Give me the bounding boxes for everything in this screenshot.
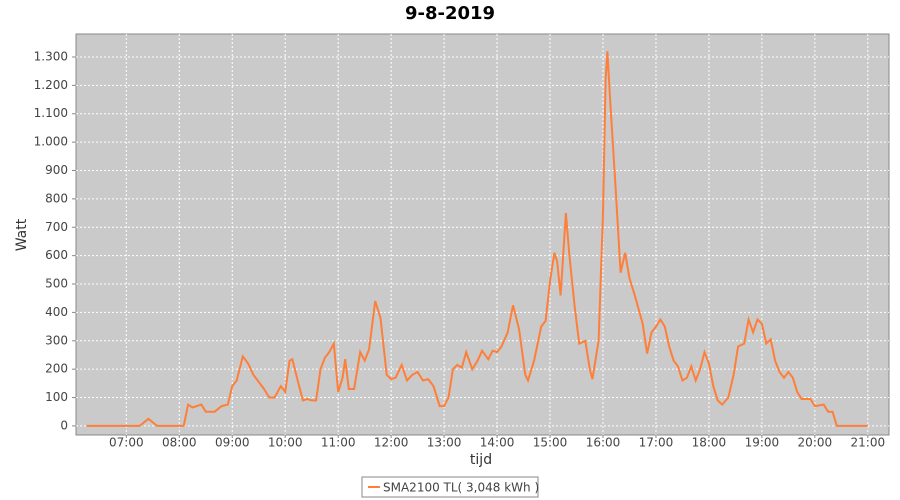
y-tick-label: 600 [45, 248, 68, 262]
legend-label: SMA2100 TL( 3,048 kWh ) [383, 481, 539, 495]
y-tick-label: 400 [45, 305, 68, 319]
x-tick-label: 11:00 [321, 436, 356, 450]
x-tick-label: 14:00 [480, 436, 515, 450]
data-line [86, 51, 868, 427]
y-tick-label: 1.200 [34, 78, 68, 92]
x-tick-label: 12:00 [374, 436, 409, 450]
x-axis-label: tijd [470, 452, 492, 468]
y-tick-label: 500 [45, 277, 68, 291]
x-tick-label: 09:00 [215, 436, 250, 450]
y-tick-label: 1.100 [34, 106, 68, 120]
y-tick-label: 200 [45, 362, 68, 376]
x-tick-label: 10:00 [268, 436, 303, 450]
legend-box [361, 476, 539, 498]
y-tick-label: 100 [45, 390, 68, 404]
x-tick-label: 13:00 [427, 436, 462, 450]
x-tick-label: 15:00 [533, 436, 568, 450]
x-tick-label: 18:00 [692, 436, 727, 450]
x-tick-label: 19:00 [745, 436, 780, 450]
y-tick-label: 900 [45, 163, 68, 177]
x-tick-label: 16:00 [586, 436, 621, 450]
chart-title: 9-8-2019 [405, 3, 495, 24]
y-tick-label: 1.000 [34, 135, 68, 149]
y-tick-label: 1.300 [34, 49, 68, 63]
y-tick-label: 300 [45, 333, 68, 347]
x-tick-label: 20:00 [798, 436, 833, 450]
y-axis-label: Watt [14, 218, 30, 251]
plot-area [75, 33, 890, 436]
y-tick-label: 800 [45, 191, 68, 205]
y-tick-label: 0 [60, 418, 68, 432]
x-tick-label: 08:00 [162, 436, 197, 450]
y-tick-label: 700 [45, 220, 68, 234]
x-tick-label: 07:00 [109, 436, 144, 450]
x-tick-label: 17:00 [639, 436, 674, 450]
x-tick-label: 21:00 [851, 436, 886, 450]
